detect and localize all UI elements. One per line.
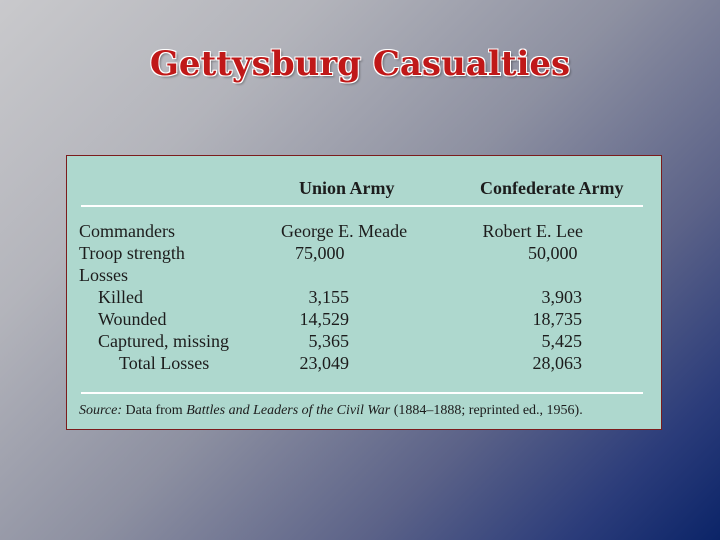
row-label: Troop strength xyxy=(79,243,185,263)
footer-divider xyxy=(81,392,643,394)
confederate-value: 18,735 xyxy=(532,309,583,329)
confederate-value: Robert E. Lee xyxy=(482,221,583,241)
source-text-2: (1884–1888; reprinted ed., 1956). xyxy=(390,403,583,418)
union-value: 14,529 xyxy=(299,309,350,329)
table-row-wounded: Wounded 14,529 18,735 xyxy=(67,308,663,330)
table-row-commanders: Commanders George E. Meade Robert E. Lee xyxy=(67,220,663,242)
source-prefix: Source: xyxy=(79,403,123,418)
confederate-value: 28,063 xyxy=(532,353,583,373)
source-note: Source: Data from Battles and Leaders of… xyxy=(79,403,583,419)
confederate-value: 3,903 xyxy=(541,287,583,307)
source-work-title: Battles and Leaders of the Civil War xyxy=(186,403,391,418)
table-row-troop-strength: Troop strength 75,000 50,000 xyxy=(67,242,663,264)
table-row-captured-missing: Captured, missing 5,365 5,425 xyxy=(67,330,663,352)
row-label: Captured, missing xyxy=(98,331,229,351)
row-label: Killed xyxy=(98,287,143,307)
header-divider xyxy=(81,205,643,207)
union-value: 5,365 xyxy=(308,331,350,351)
table-row-losses: Losses xyxy=(67,264,663,286)
union-value: George E. Meade xyxy=(281,221,408,241)
table-row-total-losses: Total Losses 23,049 28,063 xyxy=(67,352,663,374)
confederate-value: 50,000 xyxy=(528,243,578,263)
union-value: 75,000 xyxy=(295,243,345,263)
column-header-confederate: Confederate Army xyxy=(480,178,624,198)
row-label: Wounded xyxy=(98,309,167,329)
source-text-1: Data from xyxy=(122,403,187,418)
row-label: Losses xyxy=(79,265,128,285)
column-header-union: Union Army xyxy=(299,178,395,198)
casualties-table: Union Army Confederate Army Commanders G… xyxy=(66,155,662,430)
table-row-killed: Killed 3,155 3,903 xyxy=(67,286,663,308)
union-value: 3,155 xyxy=(308,287,350,307)
union-value: 23,049 xyxy=(299,353,350,373)
confederate-value: 5,425 xyxy=(541,331,583,351)
row-label: Commanders xyxy=(79,221,175,241)
slide-title: Gettysburg Casualties xyxy=(149,44,571,84)
row-label: Total Losses xyxy=(119,353,210,373)
